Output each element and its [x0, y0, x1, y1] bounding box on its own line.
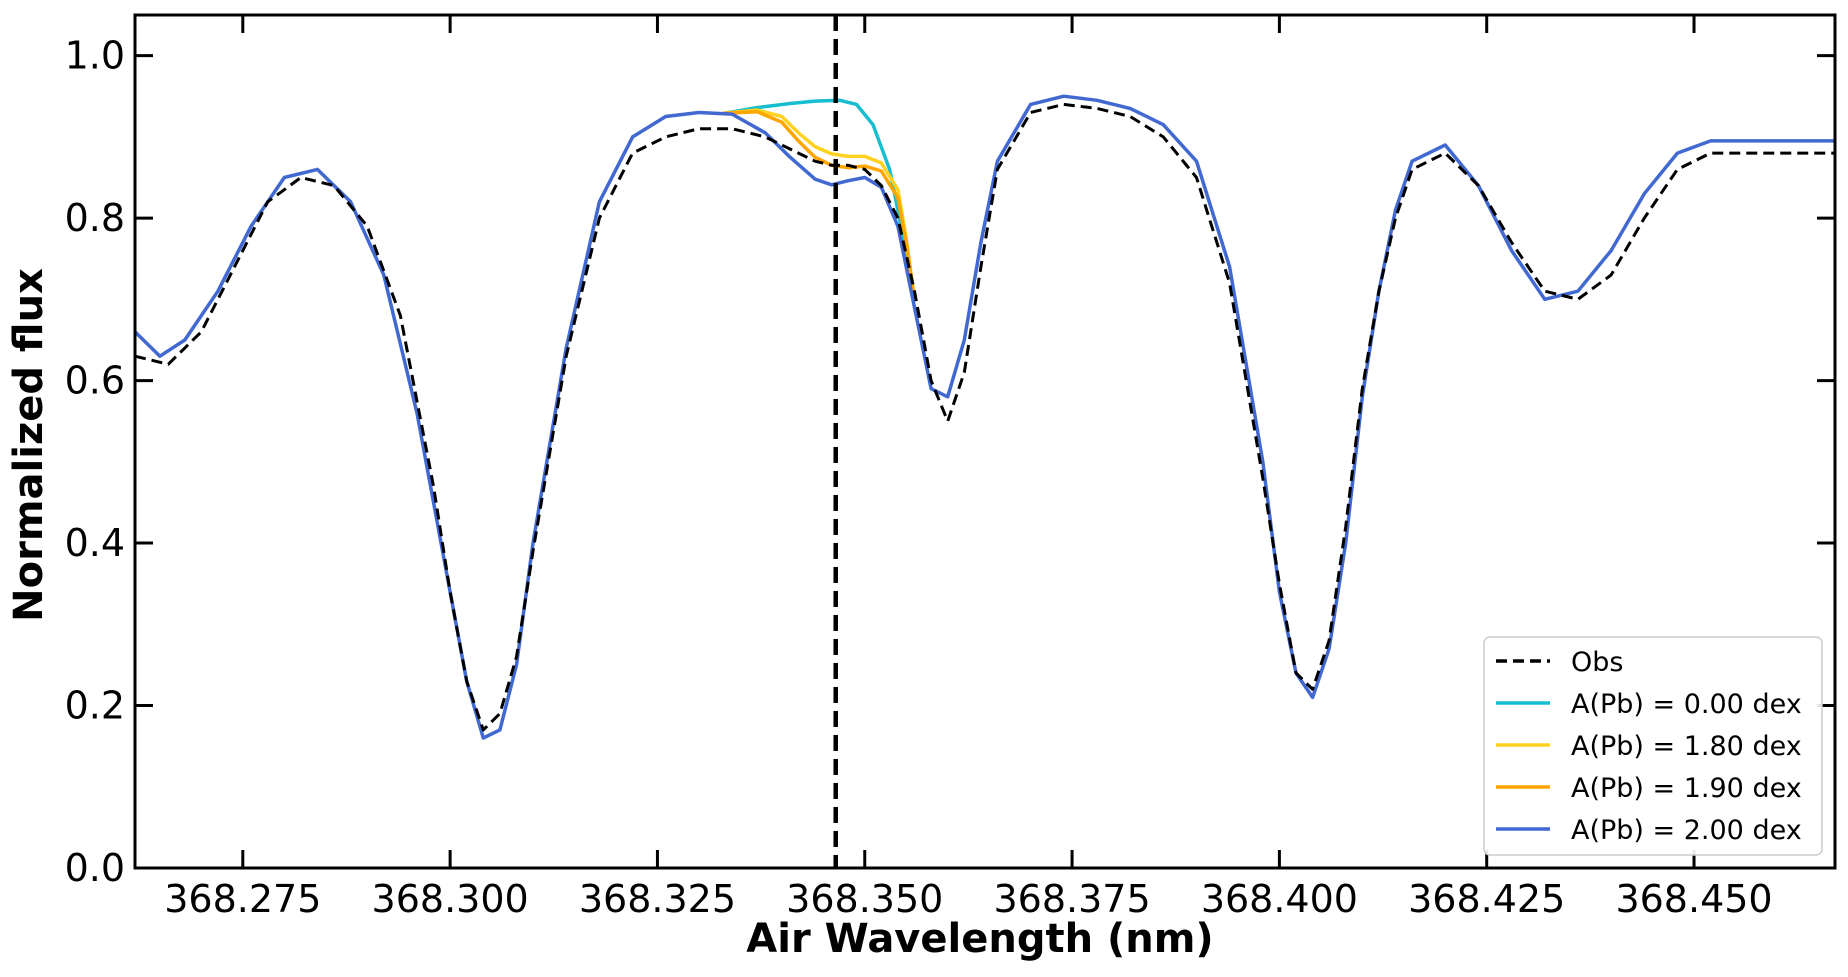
y-tick-label: 0.2 — [65, 684, 125, 728]
y-tick-label: 1.0 — [65, 34, 125, 78]
y-tick-label: 0.0 — [65, 846, 125, 890]
x-tick-label: 368.275 — [164, 877, 321, 921]
legend-label: A(Pb) = 1.90 dex — [1571, 773, 1802, 804]
legend-label: A(Pb) = 0.00 dex — [1571, 689, 1802, 720]
series-line-2 — [722, 108, 917, 302]
legend-label: A(Pb) = 2.00 dex — [1571, 815, 1802, 846]
x-tick-label: 368.450 — [1615, 877, 1772, 921]
x-tick-label: 368.350 — [786, 877, 943, 921]
series-line-3 — [722, 109, 917, 302]
x-tick-label: 368.300 — [372, 877, 529, 921]
x-axis-title: Air Wavelength (nm) — [746, 916, 1213, 962]
x-tick-label: 368.325 — [579, 877, 736, 921]
x-tick-label: 368.375 — [994, 877, 1151, 921]
y-axis-title: Normalized flux — [6, 268, 52, 622]
y-tick-label: 0.8 — [65, 196, 125, 240]
x-tick-label: 368.425 — [1408, 877, 1565, 921]
plot-frame — [133, 13, 1837, 870]
x-tick-label: 368.400 — [1201, 877, 1358, 921]
series-layer — [135, 15, 1835, 868]
axes-layer: 368.275 368.300 368.325 368.350 368.375 368.4… — [65, 15, 1835, 921]
legend: Obs A(Pb) = 0.00 dex A(Pb) = 1.80 dex A(Pb)… — [1483, 636, 1823, 856]
legend-box — [1483, 636, 1823, 856]
y-tick-label: 0.4 — [65, 521, 125, 565]
series-line-0 — [135, 102, 1835, 732]
legend-label: A(Pb) = 1.80 dex — [1571, 731, 1802, 762]
y-tick-label: 0.6 — [65, 359, 125, 403]
legend-label: Obs — [1571, 647, 1623, 678]
